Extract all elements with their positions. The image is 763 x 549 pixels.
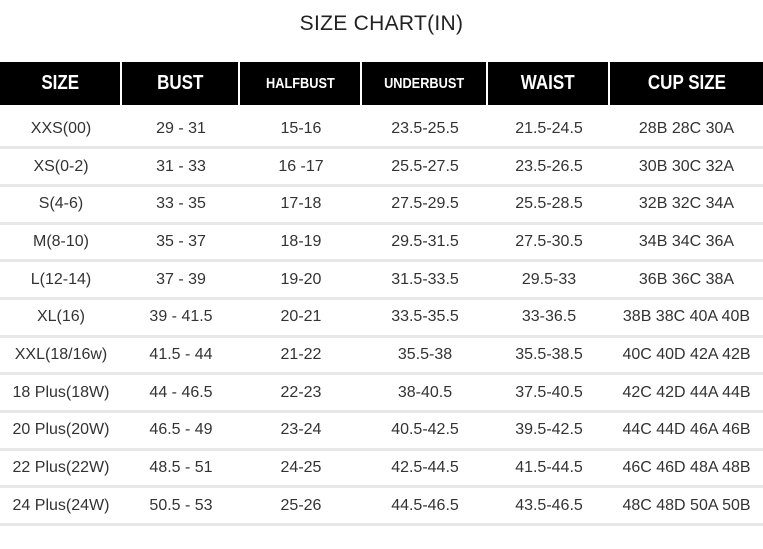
cell-halfbust: 23-24 bbox=[280, 421, 322, 439]
cell-cup-size: 32B 32C 34A bbox=[638, 195, 735, 213]
cell-underbust: 35.5-38 bbox=[397, 345, 453, 363]
cell-waist: 25.5-28.5 bbox=[515, 195, 583, 213]
cell-bust: 50.5 - 53 bbox=[149, 496, 213, 514]
cell-underbust: 42.5-44.5 bbox=[391, 459, 459, 477]
cell-waist: 33-36.5 bbox=[521, 308, 577, 326]
table-row: XL(16) 39 - 41.5 20-21 33.5-35.5 33-36.5 38B … bbox=[0, 300, 763, 338]
cell-halfbust: 17-18 bbox=[280, 195, 322, 213]
cell-underbust: 33.5-35.5 bbox=[391, 308, 459, 326]
cell-cup-size: 30B 30C 32A bbox=[638, 157, 735, 175]
header-size: SIZE bbox=[0, 62, 122, 105]
cell-halfbust: 24-25 bbox=[280, 459, 322, 477]
header-halfbust: HALFBUST bbox=[240, 62, 362, 105]
cell-cup-size: 38B 38C 40A 40B bbox=[622, 308, 751, 326]
cell-waist: 23.5-26.5 bbox=[515, 157, 583, 175]
cell-waist: 35.5-38.5 bbox=[515, 345, 583, 363]
header-bust: BUST bbox=[122, 62, 240, 105]
cell-waist: 39.5-42.5 bbox=[515, 421, 583, 439]
table-body: XXS(00) 29 - 31 15-16 23.5-25.5 21.5-24.5 28B… bbox=[0, 112, 763, 527]
size-chart-table: SIZE BUST HALFBUST UNDERBUST WAIST CUP S… bbox=[0, 62, 763, 527]
table-row: M(8-10) 35 - 37 18-19 29.5-31.5 27.5-30.5 34B… bbox=[0, 225, 763, 263]
table-row: S(4-6) 33 - 35 17-18 27.5-29.5 25.5-28.5 32B … bbox=[0, 187, 763, 225]
cell-size: 18 Plus(18W) bbox=[12, 383, 110, 401]
cell-size: XL(16) bbox=[36, 308, 86, 326]
cell-underbust: 44.5-46.5 bbox=[391, 496, 459, 514]
cell-bust: 39 - 41.5 bbox=[149, 308, 213, 326]
cell-bust: 37 - 39 bbox=[156, 270, 206, 288]
table-row: 20 Plus(20W) 46.5 - 49 23-24 40.5-42.5 39.5-… bbox=[0, 413, 763, 451]
cell-halfbust: 15-16 bbox=[280, 119, 322, 137]
cell-size: S(4-6) bbox=[38, 195, 84, 213]
cell-cup-size: 44C 44D 46A 46B bbox=[622, 421, 751, 439]
cell-halfbust: 18-19 bbox=[280, 232, 322, 250]
cell-bust: 48.5 - 51 bbox=[149, 459, 213, 477]
cell-halfbust: 19-20 bbox=[280, 270, 322, 288]
cell-waist: 41.5-44.5 bbox=[515, 459, 583, 477]
cell-cup-size: 42C 42D 44A 44B bbox=[622, 383, 751, 401]
cell-size: 24 Plus(24W) bbox=[12, 496, 110, 514]
cell-size: M(8-10) bbox=[32, 232, 89, 250]
cell-halfbust: 25-26 bbox=[280, 496, 322, 514]
cell-waist: 37.5-40.5 bbox=[515, 383, 583, 401]
cell-halfbust: 20-21 bbox=[280, 308, 322, 326]
table-row: L(12-14) 37 - 39 19-20 31.5-33.5 29.5-33 36B … bbox=[0, 262, 763, 300]
cell-size: 20 Plus(20W) bbox=[12, 421, 110, 439]
cell-underbust: 23.5-25.5 bbox=[391, 119, 459, 137]
cell-underbust: 27.5-29.5 bbox=[391, 195, 459, 213]
cell-underbust: 31.5-33.5 bbox=[391, 270, 459, 288]
cell-waist: 43.5-46.5 bbox=[515, 496, 583, 514]
cell-bust: 29 - 31 bbox=[156, 119, 206, 137]
table-row: XXS(00) 29 - 31 15-16 23.5-25.5 21.5-24.5 28B… bbox=[0, 112, 763, 150]
cell-underbust: 25.5-27.5 bbox=[391, 157, 459, 175]
cell-waist: 27.5-30.5 bbox=[515, 232, 583, 250]
cell-underbust: 38-40.5 bbox=[397, 383, 453, 401]
cell-cup-size: 40C 40D 42A 42B bbox=[622, 345, 751, 363]
cell-halfbust: 22-23 bbox=[280, 383, 322, 401]
cell-cup-size: 28B 28C 30A bbox=[638, 119, 735, 137]
table-row: XS(0-2) 31 - 33 16 -17 25.5-27.5 23.5-26.5 30… bbox=[0, 149, 763, 187]
cell-bust: 33 - 35 bbox=[156, 195, 206, 213]
table-row: 24 Plus(24W) 50.5 - 53 25-26 44.5-46.5 43.5-… bbox=[0, 488, 763, 527]
cell-underbust: 40.5-42.5 bbox=[391, 421, 459, 439]
table-row: 18 Plus(18W) 44 - 46.5 22-23 38-40.5 37.5-40… bbox=[0, 375, 763, 413]
cell-cup-size: 46C 46D 48A 48B bbox=[622, 459, 751, 477]
cell-size: XXS(00) bbox=[30, 119, 92, 137]
cell-cup-size: 36B 36C 38A bbox=[638, 270, 735, 288]
header-cup-size: CUP SIZE bbox=[647, 72, 726, 94]
cell-size: XS(0-2) bbox=[33, 157, 89, 175]
header-waist: WAIST bbox=[488, 62, 610, 105]
cell-halfbust: 16 -17 bbox=[278, 157, 324, 175]
cell-underbust: 29.5-31.5 bbox=[391, 232, 459, 250]
cell-waist: 21.5-24.5 bbox=[515, 119, 583, 137]
page-title: SIZE CHART(IN) bbox=[299, 12, 464, 35]
cell-size: 22 Plus(22W) bbox=[12, 459, 110, 477]
cell-halfbust: 21-22 bbox=[280, 345, 322, 363]
cell-waist: 29.5-33 bbox=[521, 270, 577, 288]
cell-bust: 46.5 - 49 bbox=[149, 421, 213, 439]
cell-cup-size: 48C 48D 50A 50B bbox=[622, 496, 751, 514]
table-row: 22 Plus(22W) 48.5 - 51 24-25 42.5-44.5 41.5-… bbox=[0, 451, 763, 489]
header-underbust: UNDERBUST bbox=[362, 62, 488, 105]
cell-cup-size: 34B 34C 36A bbox=[638, 232, 735, 250]
cell-size: L(12-14) bbox=[30, 270, 92, 288]
table-row: XXL(18/16w) 41.5 - 44 21-22 35.5-38 35.5-38.… bbox=[0, 338, 763, 376]
cell-size: XXL(18/16w) bbox=[14, 345, 108, 363]
table-header: SIZE BUST HALFBUST UNDERBUST WAIST CUP S… bbox=[0, 62, 763, 105]
cell-bust: 41.5 - 44 bbox=[149, 345, 213, 363]
cell-bust: 35 - 37 bbox=[156, 232, 206, 250]
cell-bust: 31 - 33 bbox=[156, 157, 206, 175]
cell-bust: 44 - 46.5 bbox=[149, 383, 213, 401]
